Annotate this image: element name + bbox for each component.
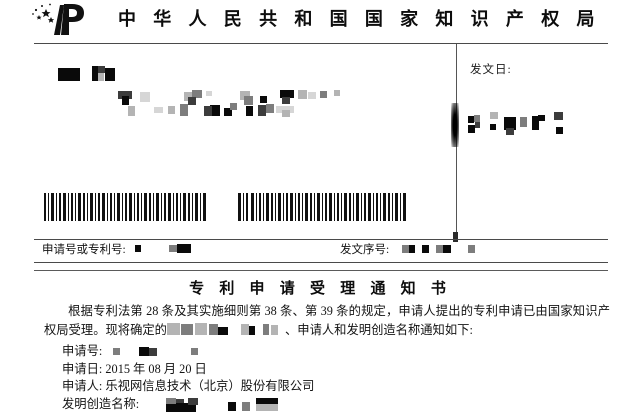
header-rule-middle (34, 239, 608, 240)
divider-redaction-mark (451, 103, 459, 147)
field-application-number-label: 申请号: (62, 344, 103, 358)
dispatch-serial-barcode (236, 192, 408, 222)
organization-title: 中 华 人 民 共 和 国 国 家 知 识 产 权 局 (118, 9, 600, 30)
application-number-barcode (42, 192, 208, 222)
document-header: 中 华 人 民 共 和 国 国 家 知 识 产 权 局 (0, 0, 640, 38)
field-application-date: 申请日: 2015 年 08 月 20 日 (62, 359, 582, 377)
field-applicant: 申请人: 乐视网信息技术（北京）股份有限公司 (62, 376, 582, 394)
body-paragraph: 根据专利法第 28 条及其实施细则第 38 条、第 39 条的规定，申请人提出的… (44, 302, 610, 340)
field-invention-title: 发明创造名称: (62, 394, 582, 412)
dispatch-serial-label: 发文序号: (340, 244, 390, 256)
field-invention-title-label: 发明创造名称: (62, 396, 140, 411)
dispatch-serial-value-redacted (396, 244, 546, 256)
application-number-value-redacted (133, 244, 283, 256)
application-number-row: 申请号或专利号: (42, 241, 283, 257)
title-rule (34, 270, 608, 271)
field-applicant-label: 申请人: (62, 379, 103, 393)
field-application-number-value-redacted (105, 346, 275, 359)
detail-fields: 申请号: 申请日: 2015 年 08 月 20 日 申请人: 乐视网信息技术（… (62, 341, 582, 412)
divider-tick-mark (453, 232, 458, 242)
paragraph-text-part2: 、申请人和发明创造名称通知如下: (284, 323, 473, 337)
paragraph-redacted-span (166, 323, 285, 336)
field-application-date-label: 申请日: (62, 361, 103, 376)
paragraph-text-part1: 根据专利法第 28 条及其实施细则第 38 条、第 39 条的规定，申请人提出的… (44, 304, 610, 337)
field-application-date-value: 2015 年 08 月 20 日 (105, 361, 207, 376)
field-invention-title-value-redacted (142, 398, 342, 412)
recipient-address-redacted (58, 60, 438, 150)
dispatch-date-label: 发文日: (470, 64, 512, 76)
header-rule-bottom (34, 262, 608, 263)
application-number-label: 申请号或专利号: (42, 244, 126, 256)
dispatch-serial-row: 发文序号: (340, 241, 546, 257)
page-title: 专 利 申 请 受 理 通 知 书 (189, 279, 451, 297)
field-applicant-value: 乐视网信息技术（北京）股份有限公司 (105, 379, 315, 393)
field-application-number: 申请号: (62, 341, 582, 359)
sipo-emblem-logo (20, 2, 110, 36)
header-rule-top (34, 43, 608, 44)
dispatch-date-value-redacted (462, 112, 582, 138)
